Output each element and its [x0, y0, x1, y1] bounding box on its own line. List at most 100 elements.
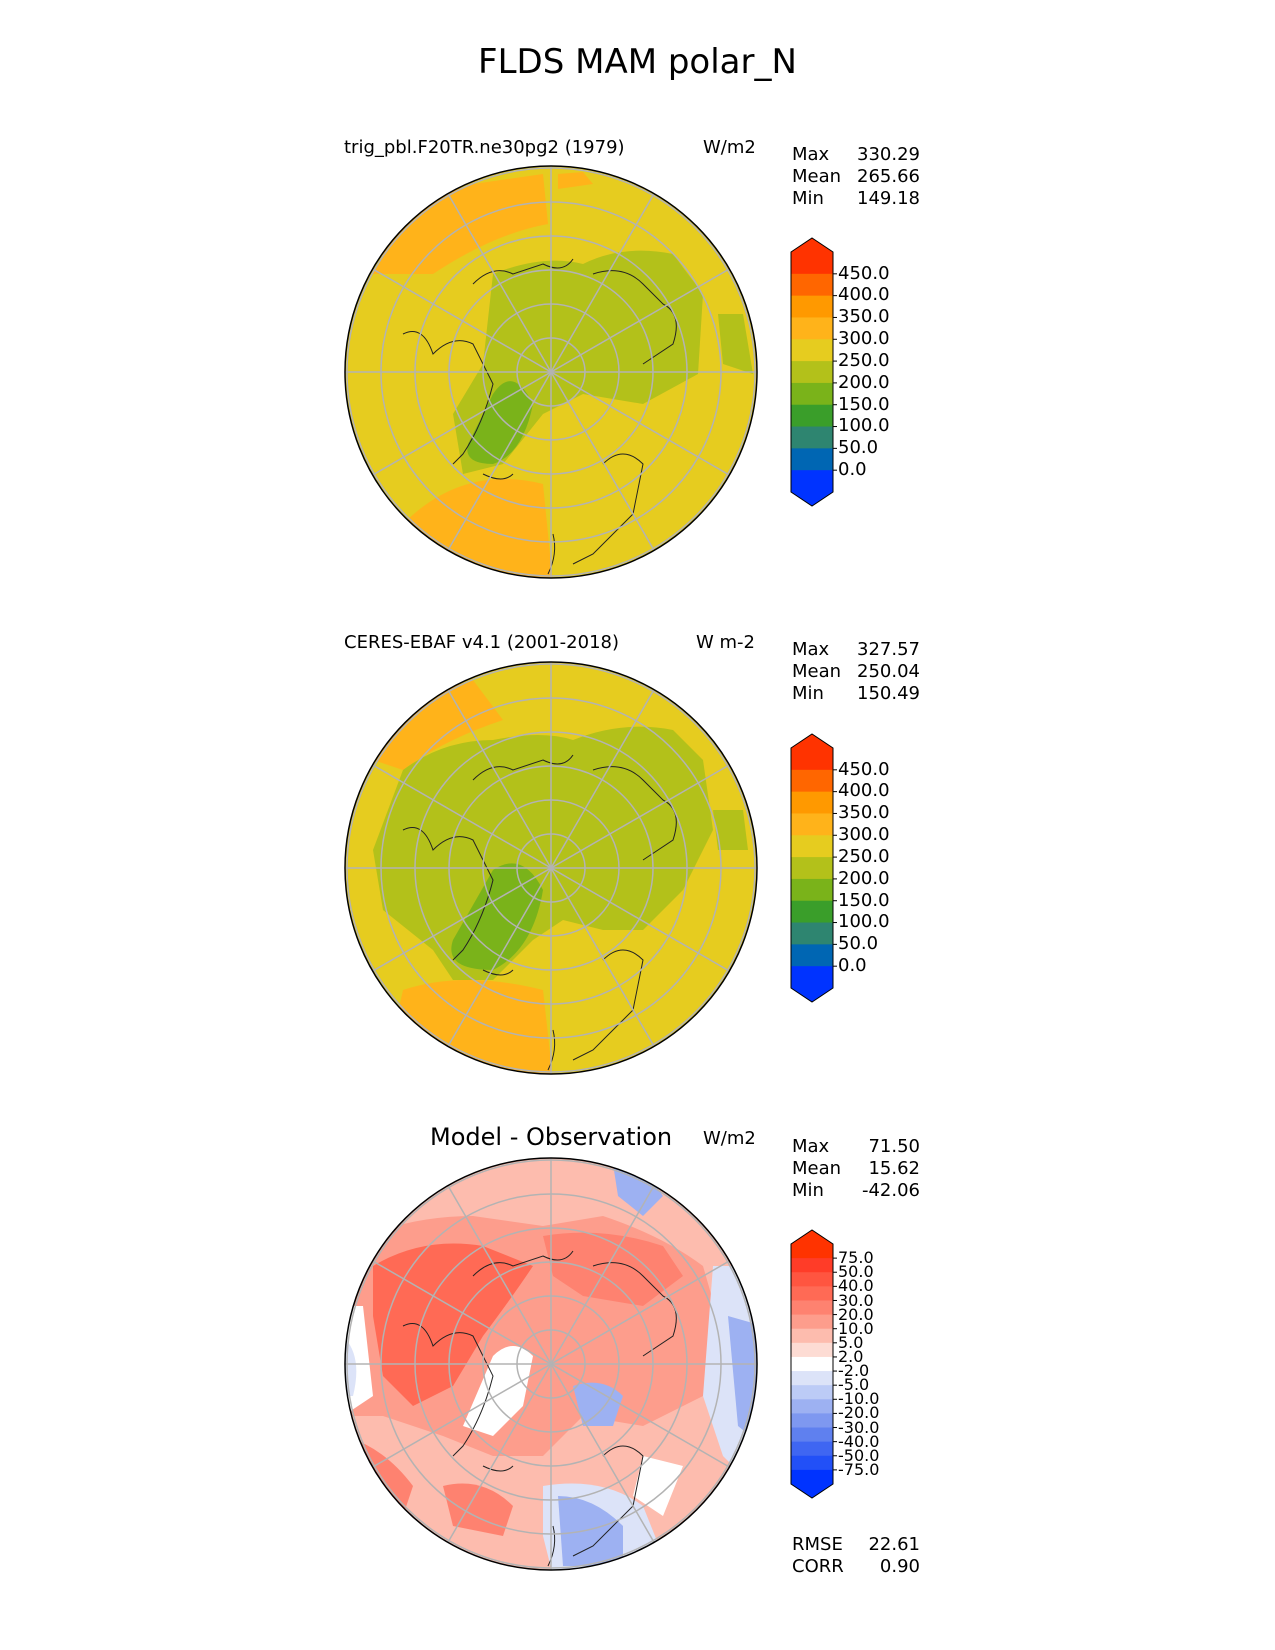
- panel-diff-metrics: RMSE 22.61 CORR 0.90: [792, 1534, 920, 1578]
- colorbar-tick-label: 5.0: [838, 1332, 864, 1352]
- colorbar-segment: [791, 1371, 833, 1386]
- colorbar-tick-label: -75.0: [838, 1459, 880, 1479]
- colorbar-segment: [791, 426, 833, 449]
- panel-diff-colorbar: [790, 1229, 837, 1499]
- colorbar-segment: [791, 317, 833, 340]
- colorbar-tick-label: -5.0: [838, 1375, 870, 1395]
- colorbar-segment: [791, 470, 833, 493]
- colorbar-segment: [791, 382, 833, 406]
- colorbar-outline: [790, 237, 834, 507]
- panel-model-unit: W/m2: [703, 137, 756, 158]
- panel-diff-title: Model - Observation: [430, 1123, 673, 1151]
- panel-diff-map: [344, 1157, 758, 1571]
- colorbar-segment: [791, 273, 833, 297]
- colorbar-tick-label: 350.0: [838, 306, 890, 328]
- colorbar-tick-label: 200.0: [838, 867, 890, 889]
- stat-label: Max: [792, 639, 830, 660]
- metric-label: RMSE: [792, 1534, 843, 1555]
- panel-model-label: trig_pbl.F20TR.ne30pg2 (1979): [344, 137, 625, 158]
- colorbar-segment: [791, 922, 833, 945]
- stat-label: Min: [792, 683, 824, 704]
- colorbar-tick-label: 350.0: [838, 802, 890, 824]
- stat-value: 327.57: [857, 639, 920, 660]
- stat-value: 71.50: [868, 1136, 920, 1157]
- stat-value: 149.18: [857, 188, 920, 209]
- panel-model-map: [344, 165, 758, 579]
- colorbar-segment: [791, 1441, 833, 1457]
- colorbar-segment: [791, 857, 833, 880]
- colorbar-tick-label: -20.0: [838, 1403, 880, 1423]
- colorbar-segment: [791, 1286, 833, 1301]
- stat-label: Mean: [792, 661, 842, 682]
- colorbar-tick-label: 300.0: [838, 824, 890, 846]
- colorbar-tick-label: 400.0: [838, 780, 890, 802]
- colorbar-tick-label: 250.0: [838, 845, 890, 867]
- colorbar-extend-bottom: [791, 988, 833, 1002]
- figure-title: FLDS MAM polar_N: [478, 42, 797, 82]
- colorbar-tick-label: 50.0: [838, 437, 879, 459]
- colorbar-tick-label: 40.0: [838, 1276, 874, 1296]
- metric-label: CORR: [792, 1556, 844, 1577]
- colorbar-segment: [791, 813, 833, 836]
- colorbar-extend-bottom: [791, 1484, 833, 1498]
- panel-obs-colorbar: [790, 733, 837, 1003]
- colorbar-tick-label: 10.0: [838, 1318, 874, 1338]
- colorbar-segment: [791, 835, 833, 858]
- colorbar-tick-label: 50.0: [838, 933, 879, 955]
- colorbar-tick-label: 20.0: [838, 1304, 874, 1324]
- colorbar-segment: [791, 966, 833, 989]
- panel-model-colorbar: [790, 237, 837, 507]
- colorbar-tick-label: 100.0: [838, 911, 890, 933]
- colorbar-segment: [791, 1272, 833, 1287]
- colorbar-tick-label: -50.0: [838, 1445, 880, 1465]
- colorbar-tick-label: -40.0: [838, 1431, 880, 1451]
- stat-value: 330.29: [857, 144, 920, 165]
- colorbar-tick-label: -10.0: [838, 1389, 880, 1409]
- stat-label: Min: [792, 1180, 824, 1201]
- colorbar-tick-label: 0.0: [838, 955, 867, 977]
- panel-diff-unit: W/m2: [703, 1128, 756, 1149]
- colorbar-segment: [791, 1314, 833, 1330]
- metric-value: 22.61: [868, 1534, 920, 1555]
- colorbar-tick-label: 450.0: [838, 758, 890, 780]
- colorbar-tick-label: 250.0: [838, 349, 890, 371]
- colorbar-segment: [791, 1385, 833, 1400]
- colorbar-segment: [791, 1356, 833, 1372]
- colorbar-segment: [791, 1258, 833, 1273]
- colorbar-tick-label: 400.0: [838, 284, 890, 306]
- colorbar-outline: [790, 1229, 834, 1499]
- colorbar-segment: [791, 1342, 833, 1358]
- colorbar-tick-label: 200.0: [838, 371, 890, 393]
- colorbar-tick-label: 150.0: [838, 393, 890, 415]
- colorbar-tick-label: 30.0: [838, 1290, 874, 1310]
- colorbar-segment: [791, 900, 833, 924]
- colorbar-tick-label: 0.0: [838, 459, 867, 481]
- colorbar-tick-label: 100.0: [838, 415, 890, 437]
- metric-value: 0.90: [879, 1556, 920, 1577]
- colorbar-tick-label: 300.0: [838, 328, 890, 350]
- colorbar-tick-label: -2.0: [838, 1361, 870, 1381]
- colorbar-segment: [791, 1244, 833, 1259]
- stat-label: Max: [792, 144, 830, 165]
- colorbar-segment: [791, 944, 833, 967]
- stat-value: 250.04: [857, 661, 920, 682]
- stat-label: Max: [792, 1136, 830, 1157]
- stat-value: -42.06: [861, 1180, 920, 1201]
- colorbar-tick-label: 75.0: [838, 1248, 874, 1268]
- stat-label: Min: [792, 188, 824, 209]
- panel-model-stats: Max 330.29 Mean 265.66 Min 149.18: [792, 144, 920, 210]
- panel-diff-stats: Max 71.50 Mean 15.62 Min -42.06: [792, 1136, 920, 1202]
- colorbar-extend-bottom: [791, 492, 833, 506]
- colorbar-segment: [791, 1300, 833, 1316]
- colorbar-segment: [791, 295, 833, 318]
- colorbar-segment: [791, 339, 833, 362]
- colorbar-tick-label: 50.0: [838, 1262, 874, 1282]
- colorbar-segment: [791, 1328, 833, 1344]
- colorbar-extend-top: [791, 1230, 833, 1244]
- colorbar-segment: [791, 1427, 833, 1443]
- colorbar-segment: [791, 1469, 833, 1485]
- stat-label: Mean: [792, 1158, 842, 1179]
- colorbar-segment: [791, 252, 833, 275]
- colorbar-segment: [791, 1413, 833, 1429]
- colorbar-segment: [791, 1455, 833, 1471]
